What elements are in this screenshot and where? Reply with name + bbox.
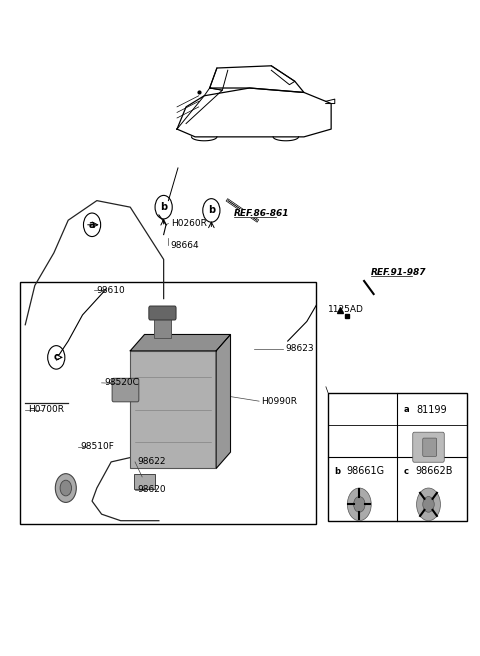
FancyBboxPatch shape xyxy=(413,432,444,462)
Text: 98620: 98620 xyxy=(137,485,166,495)
Text: 98520C: 98520C xyxy=(104,379,139,388)
FancyBboxPatch shape xyxy=(149,306,176,320)
Text: a: a xyxy=(403,405,409,414)
Text: a: a xyxy=(89,220,96,230)
Text: c: c xyxy=(53,352,59,362)
Circle shape xyxy=(348,488,371,521)
FancyBboxPatch shape xyxy=(154,316,171,338)
Text: 98510F: 98510F xyxy=(80,442,114,451)
Text: c: c xyxy=(404,467,408,476)
Circle shape xyxy=(354,497,365,512)
Text: 98610: 98610 xyxy=(97,285,126,295)
Text: 81199: 81199 xyxy=(417,405,447,415)
Circle shape xyxy=(60,480,72,496)
FancyBboxPatch shape xyxy=(134,474,155,489)
FancyBboxPatch shape xyxy=(21,282,316,524)
FancyBboxPatch shape xyxy=(130,351,216,468)
Text: REF.91-987: REF.91-987 xyxy=(371,268,427,277)
Text: 98662B: 98662B xyxy=(416,466,453,476)
Polygon shape xyxy=(130,335,230,351)
Text: 98664: 98664 xyxy=(171,241,199,249)
Text: REF.86-861: REF.86-861 xyxy=(234,209,290,218)
FancyBboxPatch shape xyxy=(423,438,437,457)
Text: 98661G: 98661G xyxy=(347,466,384,476)
Text: b: b xyxy=(208,205,215,215)
Text: 98622: 98622 xyxy=(137,457,166,466)
Text: H0700R: H0700R xyxy=(28,405,64,414)
Text: b: b xyxy=(334,467,340,476)
Text: 1125AD: 1125AD xyxy=(328,305,364,314)
Circle shape xyxy=(423,497,434,512)
Circle shape xyxy=(55,474,76,502)
Text: H0260R: H0260R xyxy=(171,219,207,228)
Text: b: b xyxy=(160,202,167,212)
Text: H0990R: H0990R xyxy=(262,397,298,405)
Circle shape xyxy=(417,488,441,521)
Text: 98623: 98623 xyxy=(285,344,314,354)
Polygon shape xyxy=(216,335,230,468)
FancyBboxPatch shape xyxy=(328,394,467,521)
FancyBboxPatch shape xyxy=(112,379,139,402)
